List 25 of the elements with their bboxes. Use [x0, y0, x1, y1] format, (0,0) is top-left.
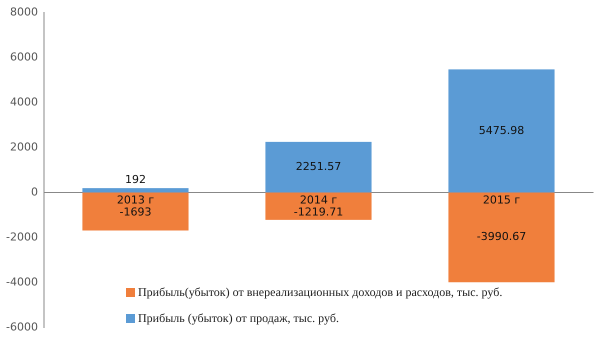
- data-label: 192: [124, 173, 146, 186]
- y-tick-label: 4000: [10, 95, 38, 108]
- y-tick-label: -2000: [6, 230, 38, 244]
- x-tick-label: 2013 г: [116, 193, 154, 206]
- bar: [82, 188, 189, 192]
- data-label: -3990.67: [476, 230, 526, 244]
- data-label: 2251.57: [296, 160, 342, 174]
- bar: [448, 69, 555, 192]
- y-tick-label: 2000: [10, 140, 38, 154]
- bar: [265, 192, 372, 220]
- bar: [448, 192, 555, 282]
- legend-label: Прибыль (убыток) от продаж, тыс. руб.: [138, 311, 339, 326]
- bar: [265, 142, 372, 192]
- y-tick-label: 0: [30, 185, 38, 198]
- y-tick-label: -6000: [6, 320, 38, 334]
- bar: [82, 192, 189, 231]
- y-tick-label: -4000: [6, 275, 38, 288]
- x-tick-label: 2015 г: [482, 193, 520, 206]
- data-label: -1693: [119, 205, 152, 218]
- data-label: -1219.71: [294, 205, 344, 218]
- x-tick-label: 2014 г: [300, 193, 338, 206]
- data-label: 5475.98: [478, 124, 524, 137]
- legend-label: Прибыль(убыток) от внереализационных доходов и расходов, тыс. руб.: [138, 285, 502, 300]
- y-tick-label: 8000: [10, 5, 38, 18]
- y-tick-label: 6000: [10, 50, 38, 64]
